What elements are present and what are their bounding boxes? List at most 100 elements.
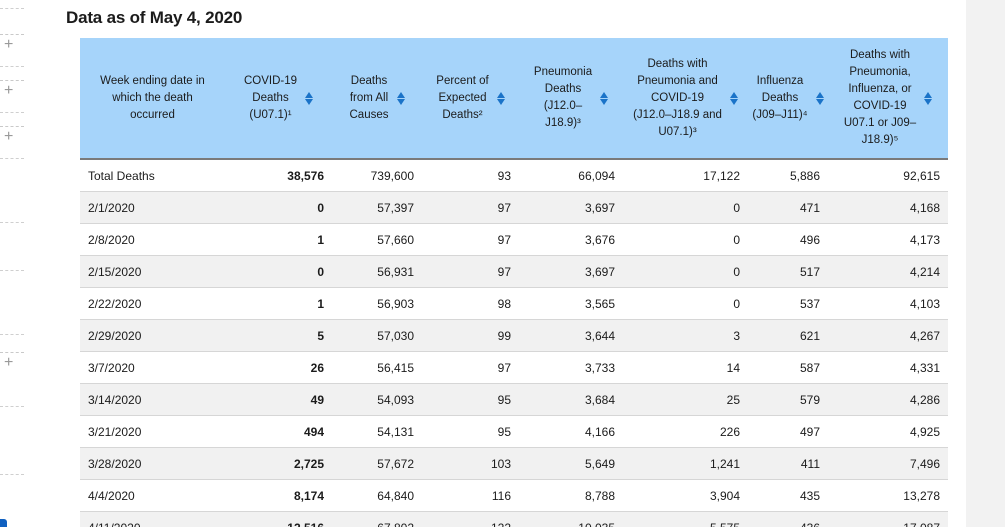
gutter-divider <box>0 474 24 475</box>
sort-descending-icon[interactable] <box>600 98 609 105</box>
data-cell: 25 <box>623 383 748 416</box>
column-header-label: Deaths with Pneumonia, Influenza, or COV… <box>843 49 917 146</box>
sort-descending-icon[interactable] <box>396 98 405 105</box>
data-cell: 1,241 <box>623 447 748 480</box>
column-header-label: Influenza Deaths (J09–J11)⁴ <box>752 74 808 121</box>
data-cell: 5,886 <box>748 159 828 192</box>
sort-ascending-icon[interactable] <box>729 91 738 98</box>
column-header-7[interactable]: Deaths with Pneumonia, Influenza, or COV… <box>828 38 948 160</box>
data-cell: 122 <box>422 511 519 527</box>
column-header-label: Pneumonia Deaths (J12.0– J18.9)³ <box>533 66 593 129</box>
sort-icon[interactable] <box>815 91 824 105</box>
plus-icon: + <box>4 82 14 99</box>
sort-ascending-icon[interactable] <box>396 91 405 98</box>
data-cell: 54,093 <box>332 383 422 416</box>
gutter-divider <box>0 158 24 159</box>
data-cell: 621 <box>748 319 828 352</box>
data-cell: 8,788 <box>519 479 623 512</box>
sort-icon[interactable] <box>600 91 609 105</box>
data-cell: 3 <box>623 319 748 352</box>
column-header-inner: Week ending date in which the death occu… <box>84 73 221 124</box>
data-cell: 17,122 <box>623 159 748 192</box>
column-header-label: COVID-19 Deaths (U07.1)¹ <box>243 74 298 121</box>
table-row: 2/15/2020 0 56,931 97 3,697 0 517 4,214 <box>80 255 948 288</box>
table-row: 3/21/2020 494 54,131 95 4,166 226 497 4,925 <box>80 415 948 448</box>
data-cell: 0 <box>623 223 748 256</box>
sort-icon[interactable] <box>305 91 314 105</box>
data-cell: 3,697 <box>519 191 623 224</box>
sort-icon[interactable] <box>924 91 933 105</box>
table-row: 2/1/2020 0 57,397 97 3,697 0 471 4,168 <box>80 191 948 224</box>
sort-descending-icon[interactable] <box>305 98 314 105</box>
table-row: 4/11/202012,51667,80212210,0355,57543617… <box>80 511 948 527</box>
column-header-label: Percent of Expected Deaths² <box>436 74 489 121</box>
row-label-cell: 2/22/2020 <box>80 287 225 320</box>
column-header-4[interactable]: Pneumonia Deaths (J12.0– J18.9)³ <box>519 38 623 160</box>
column-header-3[interactable]: Percent of Expected Deaths² <box>422 38 519 160</box>
sort-descending-icon[interactable] <box>729 98 738 105</box>
left-gutter: + + + + <box>0 0 28 527</box>
column-header-label: Deaths with Pneumonia and COVID-19 (J12.… <box>633 57 722 138</box>
data-cell: 739,600 <box>332 159 422 192</box>
column-header-0: Week ending date in which the death occu… <box>80 38 225 160</box>
sort-ascending-icon[interactable] <box>305 91 314 98</box>
data-cell: 67,802 <box>332 511 422 527</box>
table-row: 3/28/2020 2,725 57,672 103 5,649 1,241 411 7,49… <box>80 447 948 480</box>
gutter-divider <box>0 334 24 335</box>
data-cell: 64,840 <box>332 479 422 512</box>
data-cell: 57,660 <box>332 223 422 256</box>
sort-ascending-icon[interactable] <box>924 91 933 98</box>
sort-descending-icon[interactable] <box>496 98 505 105</box>
data-cell: 0 <box>623 255 748 288</box>
row-label-cell: 2/1/2020 <box>80 191 225 224</box>
table-container: Week ending date in which the death occu… <box>80 38 948 527</box>
row-label-cell: 2/8/2020 <box>80 223 225 256</box>
data-cell: 1 <box>225 223 332 256</box>
column-header-inner: Pneumonia Deaths (J12.0– J18.9)³ <box>523 64 619 132</box>
sort-descending-icon[interactable] <box>815 98 824 105</box>
data-cell: 3,676 <box>519 223 623 256</box>
expand-toggle[interactable]: + <box>0 34 24 57</box>
data-cell: 10,035 <box>519 511 623 527</box>
table-row: 3/14/2020 49 54,093 95 3,684 25 579 4,286 <box>80 383 948 416</box>
column-header-inner: Deaths with Pneumonia, Influenza, or COV… <box>832 47 944 149</box>
data-cell: 0 <box>225 191 332 224</box>
sort-ascending-icon[interactable] <box>600 91 609 98</box>
column-header-2[interactable]: Deaths from All Causes <box>332 38 422 160</box>
sort-icon[interactable] <box>396 91 405 105</box>
sort-icon[interactable] <box>729 91 738 105</box>
data-cell: 497 <box>748 415 828 448</box>
page-title: Data as of May 4, 2020 <box>66 8 243 27</box>
row-label-cell: 3/21/2020 <box>80 415 225 448</box>
data-cell: 54,131 <box>332 415 422 448</box>
column-header-5[interactable]: Deaths with Pneumonia and COVID-19 (J12.… <box>623 38 748 160</box>
column-header-1[interactable]: COVID-19 Deaths (U07.1)¹ <box>225 38 332 160</box>
sort-ascending-icon[interactable] <box>815 91 824 98</box>
data-cell: 26 <box>225 351 332 384</box>
table-row: 2/8/2020 1 57,660 97 3,676 0 496 4,173 <box>80 223 948 256</box>
table-row: Total Deaths 38,576 739,600 93 66,094 17,122 5… <box>80 159 948 192</box>
data-cell: 471 <box>748 191 828 224</box>
data-cell: 97 <box>422 255 519 288</box>
sort-ascending-icon[interactable] <box>496 91 505 98</box>
sort-icon[interactable] <box>496 91 505 105</box>
expand-toggle[interactable]: + <box>0 126 24 149</box>
table-body: Total Deaths 38,576 739,600 93 66,094 17,122 5… <box>80 159 948 527</box>
data-cell: 4,173 <box>828 223 948 256</box>
table-row: 2/22/2020 1 56,903 98 3,565 0 537 4,103 <box>80 287 948 320</box>
data-cell: 1 <box>225 287 332 320</box>
data-cell: 496 <box>748 223 828 256</box>
plus-icon: + <box>4 128 14 145</box>
data-cell: 3,644 <box>519 319 623 352</box>
expand-toggle[interactable]: + <box>0 80 24 103</box>
data-cell: 57,672 <box>332 447 422 480</box>
sort-descending-icon[interactable] <box>924 98 933 105</box>
data-cell: 103 <box>422 447 519 480</box>
data-cell: 97 <box>422 191 519 224</box>
data-cell: 587 <box>748 351 828 384</box>
column-header-6[interactable]: Influenza Deaths (J09–J11)⁴ <box>748 38 828 160</box>
data-cell: 14 <box>623 351 748 384</box>
expand-toggle[interactable]: + <box>0 352 24 375</box>
data-cell: 66,094 <box>519 159 623 192</box>
column-header-inner: Deaths from All Causes <box>336 73 418 124</box>
